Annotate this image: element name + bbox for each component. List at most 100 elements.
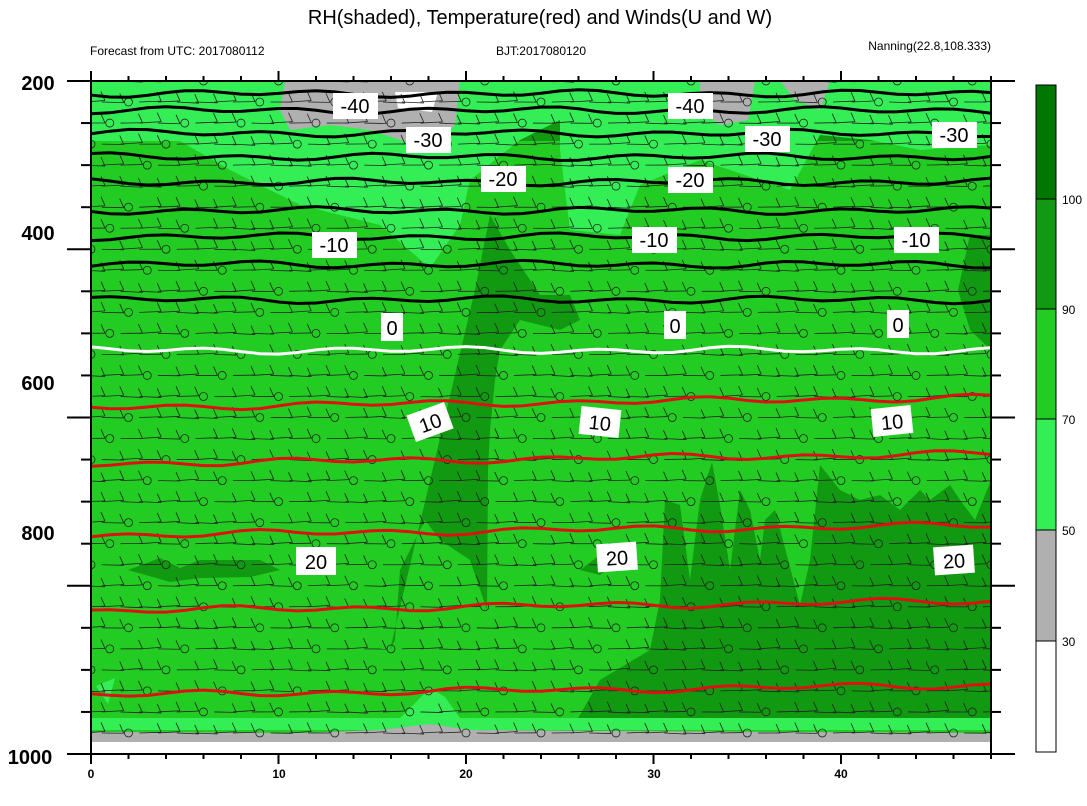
- wind-barb-flag: [813, 724, 818, 734]
- wind-barb-shaft: [382, 417, 406, 419]
- wind-barb-flag: [269, 239, 275, 249]
- label-box: [668, 167, 713, 193]
- wind-barb-flag: [531, 385, 537, 396]
- wind-barb-shaft: [626, 647, 649, 650]
- wind-calm-circle: [292, 350, 302, 359]
- wind-barb-flag: [213, 428, 218, 438]
- isotherm-label-minus10-b: -10: [640, 230, 669, 252]
- wind-barb-shaft: [232, 227, 256, 230]
- wind-barb-shaft: [382, 290, 406, 292]
- wind-barb-shaft: [776, 375, 799, 377]
- wind-barb-shaft: [664, 268, 687, 271]
- wind-barb-flag: [532, 71, 536, 80]
- wind-barb-shaft: [139, 185, 162, 188]
- wind-barb-flag: [344, 388, 350, 398]
- wind-barb-shaft: [570, 164, 593, 167]
- wind-barb-flag: [400, 680, 406, 690]
- wind-barb-flag: [194, 134, 200, 144]
- wind-barb-shaft: [720, 689, 743, 692]
- wind-barb-shaft: [701, 248, 724, 251]
- wind-calm-circle: [386, 644, 396, 654]
- wind-barb-shaft: [139, 100, 162, 103]
- wind-barb-flag: [831, 470, 837, 481]
- wind-barb-shaft: [907, 143, 931, 146]
- wind-barb-shaft: [645, 648, 668, 650]
- wind-barb-flag: [644, 660, 650, 671]
- wind-barb-shaft: [232, 332, 256, 335]
- wind-barb-flag: [363, 322, 368, 333]
- wind-barb-shaft: [982, 690, 991, 692]
- wind-barb-shaft: [964, 269, 987, 272]
- wind-barb-flag: [906, 133, 912, 143]
- wind-barb-shaft: [664, 373, 687, 376]
- wind-barb-shaft: [870, 373, 893, 376]
- wind-barb-shaft: [851, 289, 874, 292]
- wind-barb-shaft: [664, 143, 687, 145]
- wind-barb-shaft: [589, 101, 612, 104]
- wind-calm-circle: [517, 539, 527, 549]
- wind-barb-flag: [400, 724, 406, 734]
- wind-barb-flag: [250, 535, 256, 545]
- wind-barb-shaft: [439, 648, 462, 651]
- wind-barb-flag: [194, 555, 200, 565]
- wind-barb-shaft: [157, 499, 181, 503]
- label-box: [932, 122, 977, 148]
- wind-barb-flag: [513, 387, 518, 397]
- wind-barb-flag: [775, 554, 781, 565]
- wind-barb-flag: [869, 617, 875, 627]
- wind-calm-circle: [574, 560, 583, 570]
- wind-barb-flag: [175, 407, 181, 417]
- wind-barb-flag: [644, 617, 650, 628]
- wind-barb-shaft: [832, 121, 856, 124]
- isotherms: [91, 88, 991, 698]
- wind-barb-flag: [813, 701, 818, 711]
- wind-barb-flag: [569, 513, 575, 523]
- wind-barb-flag: [194, 680, 200, 690]
- isotherm-line: [91, 105, 991, 116]
- wind-barb-flag: [981, 724, 987, 734]
- wind-barb-flag: [456, 197, 462, 207]
- wind-barb-shaft: [101, 101, 124, 103]
- wind-barb-shaft: [814, 606, 837, 609]
- wind-barb-shaft: [214, 331, 237, 334]
- wind-barb-shaft: [645, 184, 668, 187]
- wind-barb-flag: [550, 387, 556, 398]
- wind-barb-shaft: [720, 269, 743, 271]
- wind-barb-flag: [888, 386, 893, 397]
- wind-calm-circle: [611, 286, 621, 296]
- wind-barb-flag: [850, 723, 856, 733]
- wind-barb-shaft: [401, 227, 424, 229]
- wind-barb-shaft: [907, 626, 931, 629]
- wind-barb-flag: [231, 661, 237, 671]
- wind-barb-shaft: [214, 310, 237, 313]
- wind-barb-shaft: [626, 290, 649, 293]
- wind-barb-shaft: [420, 396, 443, 398]
- wind-barb-flag: [288, 554, 293, 564]
- wind-barb-flag: [756, 640, 762, 650]
- wind-barb-flag: [644, 638, 650, 648]
- wind-barb-shaft: [945, 648, 968, 651]
- wind-barb-shaft: [364, 205, 387, 208]
- wind-barb-flag: [644, 533, 650, 543]
- wind-barb-shaft: [439, 227, 462, 230]
- wind-barb-flag: [213, 218, 218, 228]
- wind-barb-shaft: [214, 354, 237, 356]
- wind-barb-shaft: [739, 185, 762, 188]
- wind-barb-shaft: [682, 542, 706, 545]
- wind-barb-shaft: [514, 394, 537, 397]
- wind-barb-flag: [756, 492, 762, 503]
- wind-barb-flag: [869, 302, 875, 312]
- wind-barb-shaft: [345, 206, 368, 208]
- colorbar-label-50: 50: [1062, 524, 1076, 538]
- wind-barb-flag: [269, 680, 275, 690]
- wind-barb-flag: [138, 659, 143, 669]
- wind-barb-flag: [100, 281, 106, 291]
- wind-barb-flag: [213, 93, 218, 103]
- wind-barb-shaft: [570, 625, 593, 629]
- wind-barb-flag: [813, 198, 818, 208]
- wind-barb-shaft: [382, 689, 406, 692]
- wind-barb-shaft: [851, 499, 874, 503]
- wind-barb-flag: [456, 385, 462, 396]
- wind-barb-flag: [269, 702, 275, 713]
- wind-barb-flag: [756, 429, 762, 440]
